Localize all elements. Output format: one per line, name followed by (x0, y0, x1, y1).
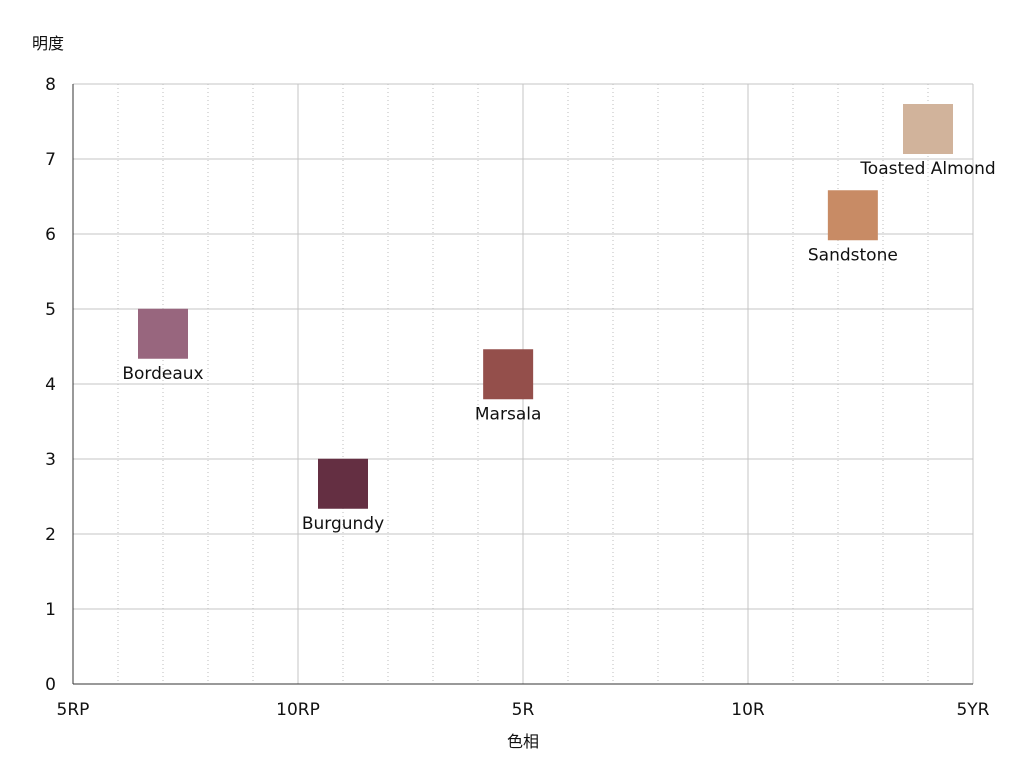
x-tick-label: 5RP (57, 700, 90, 720)
x-tick-label: 10RP (276, 700, 320, 720)
x-tick-label: 5R (512, 700, 535, 720)
data-point: Sandstone (808, 190, 898, 265)
color-swatch (138, 308, 188, 359)
point-label: Marsala (475, 404, 542, 424)
y-tick-label: 0 (45, 675, 56, 695)
axes (72, 84, 973, 685)
color-swatch (318, 458, 368, 509)
point-label: Sandstone (808, 245, 898, 265)
y-tick-label: 7 (45, 150, 56, 170)
data-point: Toasted Almond (859, 104, 996, 179)
y-tick-label: 6 (45, 225, 56, 245)
y-axis-label: 明度 (32, 34, 64, 53)
point-label: Bordeaux (122, 364, 203, 384)
data-point: Bordeaux (122, 308, 204, 384)
y-tick-label: 5 (45, 300, 56, 320)
y-tick-label: 8 (45, 75, 56, 95)
color-swatch (827, 190, 878, 241)
data-points: Bordeaux Burgundy Marsala Sandstone Toasted … (122, 104, 996, 534)
y-tick-label: 3 (45, 450, 56, 470)
data-point: Marsala (475, 349, 542, 424)
x-axis-label: 色相 (507, 732, 539, 751)
tick-labels: 0 1 2 3 4 5 6 7 8 5RP 10RP 5R 10R 5YR (45, 75, 990, 720)
color-swatch (903, 104, 953, 154)
data-point: Burgundy (302, 458, 384, 534)
x-tick-label: 5YR (956, 700, 989, 720)
point-label: Toasted Almond (859, 159, 995, 179)
point-label: Burgundy (302, 514, 384, 534)
x-tick-label: 10R (731, 700, 765, 720)
y-tick-label: 2 (45, 525, 56, 545)
y-tick-label: 4 (45, 375, 56, 395)
color-swatch (483, 349, 534, 400)
y-tick-label: 1 (45, 600, 56, 620)
